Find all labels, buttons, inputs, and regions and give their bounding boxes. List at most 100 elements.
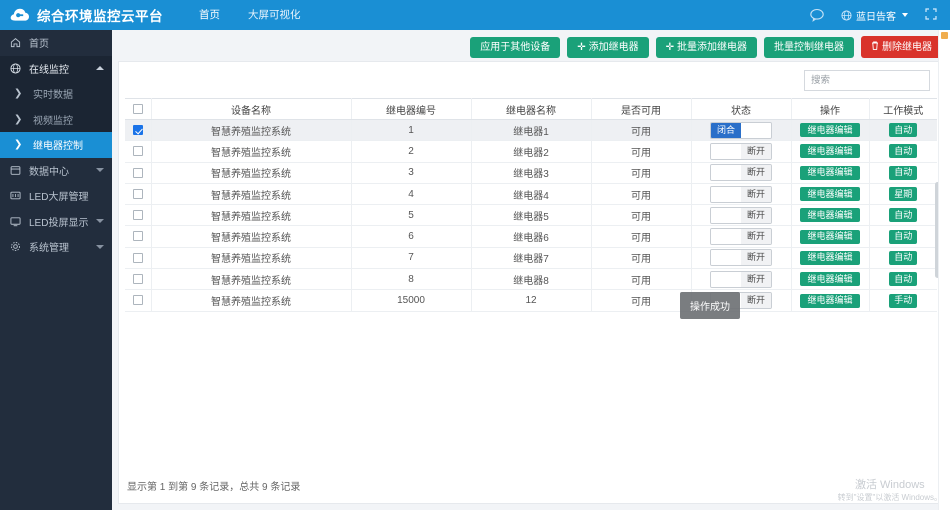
- user-menu[interactable]: 蓝日告客: [841, 8, 908, 23]
- sidebar-item-relay-control[interactable]: ❯ 继电器控制: [0, 132, 112, 158]
- status-on-segment[interactable]: [711, 143, 741, 159]
- cell-action: 继电器编辑: [791, 162, 870, 184]
- status-off-segment[interactable]: 断开: [741, 271, 771, 287]
- batch-add-relay-button[interactable]: ✛ 批量添加继电器: [655, 36, 757, 58]
- row-checkbox[interactable]: [132, 274, 143, 285]
- add-relay-label: 添加继电器: [588, 41, 639, 53]
- cell-device-name: 智慧养殖监控系统: [151, 140, 352, 163]
- table-row[interactable]: 智慧养殖监控系统 2 继电器2 可用 断开 继电器编辑 自动: [125, 140, 937, 163]
- table-scrollbar[interactable]: [935, 182, 940, 278]
- status-toggle[interactable]: 断开: [710, 249, 772, 267]
- status-toggle[interactable]: 断开: [710, 270, 772, 288]
- table-row[interactable]: 智慧养殖监控系统 4 继电器4 可用 断开 继电器编辑 星期: [125, 183, 937, 206]
- relay-edit-button[interactable]: 继电器编辑: [800, 250, 860, 265]
- relay-edit-button[interactable]: 继电器编辑: [800, 187, 860, 202]
- status-off-segment[interactable]: [741, 122, 771, 138]
- row-checkbox[interactable]: [132, 125, 143, 135]
- message-icon[interactable]: [809, 7, 825, 23]
- status-off-segment[interactable]: 断开: [741, 293, 771, 309]
- row-checkbox[interactable]: [132, 146, 143, 157]
- status-on-segment[interactable]: 闭合: [711, 122, 741, 138]
- status-toggle[interactable]: 闭合: [710, 121, 772, 139]
- rail-indicator-icon[interactable]: [941, 32, 948, 39]
- status-toggle[interactable]: 断开: [710, 164, 772, 182]
- status-on-segment[interactable]: [711, 271, 741, 287]
- table-row[interactable]: 智慧养殖监控系统 15000 12 可用 断开 继电器编辑 手动: [125, 289, 937, 312]
- col-device-name: 设备名称: [151, 98, 352, 120]
- add-relay-button[interactable]: ✛ 添加继电器: [567, 36, 649, 58]
- relay-edit-button[interactable]: 继电器编辑: [800, 165, 860, 180]
- table-row[interactable]: 智慧养殖监控系统 6 继电器6 可用 断开 继电器编辑 自动: [125, 225, 937, 248]
- table-row[interactable]: 智慧养殖监控系统 7 继电器7 可用 断开 继电器编辑 自动: [125, 247, 937, 270]
- status-on-segment[interactable]: [711, 165, 741, 181]
- relay-edit-button[interactable]: 继电器编辑: [800, 123, 860, 138]
- topnav-item-home[interactable]: 首页: [199, 9, 220, 21]
- work-mode-button[interactable]: 自动: [889, 250, 918, 265]
- sidebar-item-led-projection[interactable]: LED投屏显示: [0, 209, 112, 235]
- work-mode-button[interactable]: 自动: [889, 272, 918, 287]
- status-toggle[interactable]: 断开: [710, 206, 772, 224]
- sidebar-item-online-monitor[interactable]: 在线监控: [0, 55, 112, 81]
- status-on-segment[interactable]: [711, 186, 741, 202]
- row-checkbox[interactable]: [132, 210, 143, 221]
- cell-device-name: 智慧养殖监控系统: [151, 204, 352, 227]
- status-on-segment[interactable]: [711, 250, 741, 266]
- cell-available: 可用: [591, 119, 692, 142]
- search-input[interactable]: [804, 70, 930, 91]
- work-mode-button[interactable]: 自动: [889, 229, 918, 244]
- expand-icon[interactable]: [924, 7, 940, 23]
- sidebar-item-led-screen-manage[interactable]: LED大屏管理: [0, 183, 112, 209]
- table-header-row: 设备名称 继电器编号 继电器名称 是否可用 状态 操作 工作模式: [125, 98, 937, 120]
- row-checkbox[interactable]: [132, 167, 143, 178]
- table-row[interactable]: 智慧养殖监控系统 3 继电器3 可用 断开 继电器编辑 自动: [125, 162, 937, 184]
- status-off-segment[interactable]: 断开: [741, 143, 771, 159]
- status-toggle[interactable]: 断开: [710, 185, 772, 203]
- status-off-segment[interactable]: 断开: [741, 165, 771, 181]
- sidebar-item-realtime-data[interactable]: ❯ 实时数据: [0, 81, 112, 107]
- work-mode-button[interactable]: 自动: [889, 144, 918, 159]
- row-checkbox[interactable]: [132, 252, 143, 263]
- table-row[interactable]: 智慧养殖监控系统 5 继电器5 可用 断开 继电器编辑 自动: [125, 204, 937, 227]
- status-toggle[interactable]: 断开: [710, 142, 772, 160]
- sidebar-item-data-center[interactable]: 数据中心: [0, 158, 112, 184]
- relay-edit-button[interactable]: 继电器编辑: [800, 293, 860, 308]
- work-mode-button[interactable]: 自动: [889, 165, 918, 180]
- status-off-segment[interactable]: 断开: [741, 250, 771, 266]
- work-mode-button[interactable]: 星期: [889, 187, 918, 202]
- row-checkbox[interactable]: [132, 231, 143, 242]
- work-mode-button[interactable]: 自动: [889, 208, 918, 223]
- apply-to-other-devices-button[interactable]: 应用于其他设备: [470, 36, 561, 58]
- table-row[interactable]: 智慧养殖监控系统 8 继电器8 可用 断开 继电器编辑 自动: [125, 268, 937, 291]
- cell-available: 可用: [591, 204, 692, 227]
- top-bar-right: 蓝日告客: [809, 7, 950, 23]
- batch-control-relay-button[interactable]: 批量控制继电器: [764, 36, 854, 58]
- work-mode-button[interactable]: 自动: [889, 123, 918, 138]
- brand-title: 综合环境监控云平台: [37, 9, 163, 24]
- cell-status: 断开: [691, 204, 792, 227]
- row-checkbox[interactable]: [132, 188, 143, 199]
- delete-relay-button[interactable]: 删除继电器: [861, 36, 942, 58]
- relay-edit-button[interactable]: 继电器编辑: [800, 144, 860, 159]
- sidebar-item-system-manage[interactable]: 系统管理: [0, 234, 112, 260]
- select-all-checkbox[interactable]: [132, 103, 143, 114]
- status-toggle[interactable]: 断开: [710, 228, 772, 246]
- table-row[interactable]: 智慧养殖监控系统 1 继电器1 可用 闭合 继电器编辑 自动: [125, 119, 937, 142]
- gear-icon: [10, 241, 23, 252]
- row-checkbox[interactable]: [132, 295, 143, 306]
- sidebar-item-video-monitor[interactable]: ❯ 视频监控: [0, 106, 112, 132]
- status-on-segment[interactable]: [711, 229, 741, 245]
- status-off-segment[interactable]: 断开: [741, 229, 771, 245]
- status-on-segment[interactable]: [711, 207, 741, 223]
- relay-edit-button[interactable]: 继电器编辑: [800, 272, 860, 287]
- col-status: 状态: [691, 98, 792, 120]
- work-mode-button[interactable]: 手动: [889, 293, 918, 308]
- cell-available: 可用: [591, 183, 692, 206]
- status-off-segment[interactable]: 断开: [741, 207, 771, 223]
- chevron-right-icon: ❯: [14, 113, 23, 125]
- relay-edit-button[interactable]: 继电器编辑: [800, 229, 860, 244]
- relay-edit-button[interactable]: 继电器编辑: [800, 208, 860, 223]
- sidebar-item-home[interactable]: 首页: [0, 30, 112, 56]
- topnav-item-dashboard[interactable]: 大屏可视化: [248, 9, 301, 21]
- led-icon: [10, 190, 23, 201]
- status-off-segment[interactable]: 断开: [741, 186, 771, 202]
